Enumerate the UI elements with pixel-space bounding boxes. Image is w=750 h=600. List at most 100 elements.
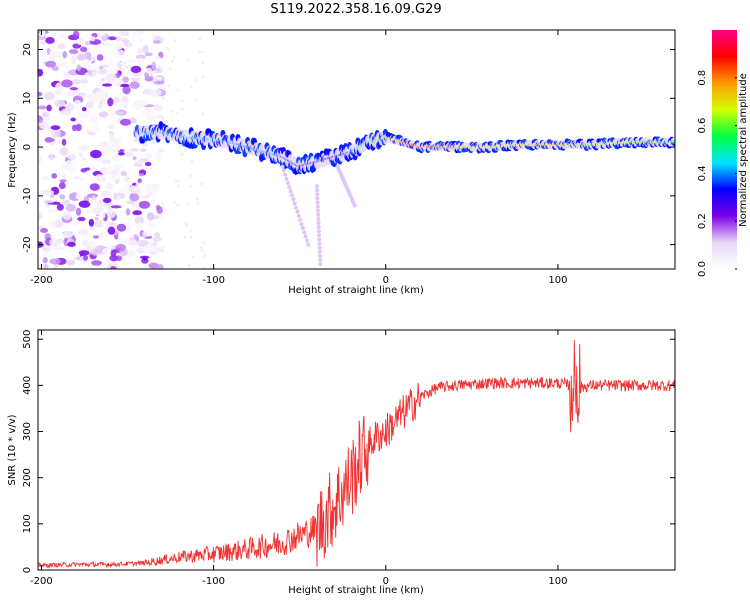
- noise-speck: [109, 254, 119, 262]
- noise-speck: [38, 115, 44, 124]
- noise-speck: [142, 232, 147, 238]
- noise-speck: [198, 50, 202, 54]
- noise-speck: [145, 152, 153, 159]
- noise-speck: [132, 210, 143, 216]
- spur-speck: [314, 184, 319, 189]
- noise-speck: [169, 67, 173, 71]
- snr-y-axis-label: SNR (10 * v/v): [7, 414, 18, 485]
- noise-speck: [108, 132, 114, 141]
- noise-speck: [201, 61, 205, 65]
- noise-speck: [59, 33, 69, 40]
- noise-speck: [62, 231, 73, 239]
- noise-speck: [91, 124, 100, 133]
- spur-speck: [302, 230, 307, 235]
- y-tick-label: 200: [22, 468, 33, 487]
- noise-speck: [104, 210, 117, 218]
- y-tick-label: 10: [22, 92, 33, 105]
- noise-speck: [162, 206, 166, 210]
- noise-speck: [148, 262, 159, 269]
- noise-speck: [120, 170, 127, 177]
- noise-speck: [77, 216, 86, 222]
- noise-speck: [176, 112, 180, 116]
- noise-speck: [80, 168, 88, 173]
- spur-speck: [306, 242, 311, 247]
- noise-speck: [126, 223, 132, 232]
- noise-speck: [119, 31, 130, 37]
- noise-speck: [102, 159, 112, 165]
- noise-speck: [137, 221, 142, 230]
- noise-speck: [128, 239, 137, 245]
- spur-speck: [315, 196, 320, 201]
- x-tick-label: 100: [548, 576, 567, 587]
- noise-speck: [173, 38, 177, 42]
- noise-speck: [89, 35, 96, 42]
- noise-speck: [174, 179, 178, 183]
- noise-speck: [203, 254, 207, 258]
- noise-speck: [38, 142, 42, 147]
- noise-speck: [115, 243, 126, 251]
- noise-speck: [113, 78, 123, 87]
- noise-speck: [38, 225, 44, 229]
- noise-speck: [40, 227, 49, 233]
- noise-speck: [177, 180, 181, 184]
- noise-speck: [142, 195, 151, 199]
- noise-speck: [142, 244, 155, 254]
- noise-speck: [147, 185, 156, 192]
- spur-speck: [316, 212, 321, 217]
- noise-speck: [176, 88, 180, 92]
- spur-speck: [315, 208, 320, 213]
- noise-speck: [76, 191, 81, 199]
- noise-speck: [67, 154, 77, 161]
- noise-speck: [89, 116, 98, 124]
- noise-speck: [101, 247, 112, 256]
- noise-speck: [109, 113, 115, 118]
- spur-speck: [296, 213, 301, 218]
- noise-speck: [63, 71, 69, 76]
- noise-speck: [161, 96, 165, 100]
- noise-speck: [81, 157, 87, 161]
- noise-speck: [153, 80, 165, 85]
- noise-speck: [126, 67, 132, 76]
- noise-speck: [110, 249, 117, 257]
- noise-speck: [95, 67, 100, 72]
- noise-speck: [102, 83, 113, 87]
- noise-speck: [199, 246, 203, 250]
- noise-speck: [191, 255, 195, 259]
- noise-speck: [61, 173, 67, 180]
- spur-speck: [298, 217, 303, 222]
- noise-speck: [138, 36, 144, 43]
- noise-speck: [81, 114, 92, 119]
- noise-speck: [194, 98, 198, 102]
- noise-speck: [38, 121, 50, 130]
- noise-speck: [58, 181, 66, 190]
- noise-speck: [68, 49, 79, 55]
- noise-speck: [170, 59, 174, 63]
- noise-speck: [52, 220, 64, 228]
- noise-speck: [112, 192, 118, 200]
- noise-speck: [187, 263, 191, 267]
- figure-title: S119.2022.358.16.09.G29: [270, 2, 441, 17]
- spur-speck: [300, 226, 305, 231]
- noise-speck: [189, 85, 193, 89]
- noise-speck: [108, 36, 117, 41]
- noise-speck: [38, 105, 47, 110]
- noise-speck: [196, 201, 200, 205]
- noise-speck: [96, 54, 104, 61]
- noise-speck: [77, 92, 87, 97]
- y-tick-label: 100: [22, 514, 33, 533]
- noise-speck: [113, 42, 124, 51]
- noise-speck: [61, 138, 67, 146]
- x-tick-label: 0: [383, 275, 389, 286]
- noise-speck: [200, 249, 204, 253]
- spur-speck: [316, 225, 321, 230]
- noise-speck: [49, 154, 54, 161]
- noise-speck: [189, 235, 193, 239]
- noise-speck: [109, 173, 120, 181]
- noise-speck: [72, 222, 81, 227]
- noise-speck: [152, 76, 163, 83]
- noise-speck: [112, 153, 120, 162]
- noise-speck: [115, 36, 123, 42]
- noise-speck: [162, 87, 166, 91]
- spur-speck: [304, 238, 309, 243]
